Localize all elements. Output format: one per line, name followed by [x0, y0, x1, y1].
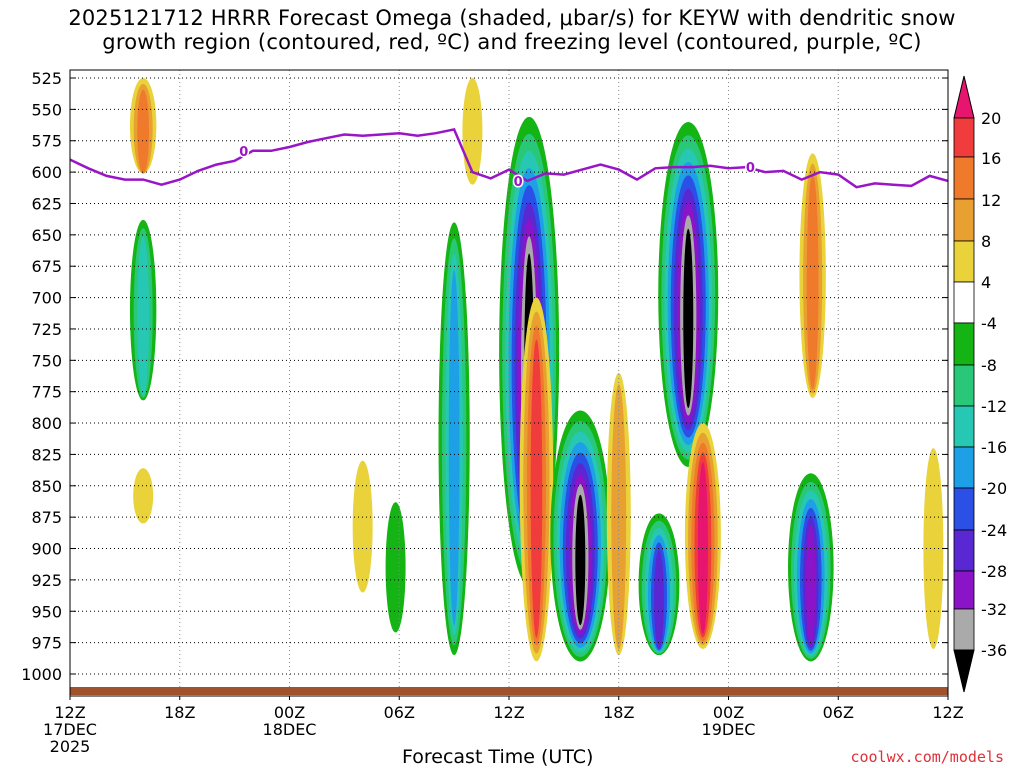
x-tick-label-5-0: 18Z	[603, 703, 634, 722]
colorbar-label-10: -24	[981, 521, 1007, 540]
y-tick-label-575: 575	[31, 132, 62, 151]
colorbar-label-8: -16	[981, 438, 1007, 457]
omega-cell-4-level-0	[385, 502, 406, 633]
y-tick-label-900: 900	[31, 540, 62, 559]
colorbar-band-7	[953, 405, 975, 448]
y-tick-label-750: 750	[31, 351, 62, 370]
x-tick-label-0-1: 17DEC	[43, 720, 97, 739]
x-tick-label-2-1: 18DEC	[263, 720, 317, 739]
omega-cell-16-level-0	[923, 448, 944, 649]
freezing-level-label-1: 0	[514, 175, 523, 190]
x-tick-label-3-0: 06Z	[384, 703, 415, 722]
y-tick-label-650: 650	[31, 226, 62, 245]
omega-cell-8-level-3	[530, 339, 543, 638]
omega-cell-13-level-4	[697, 462, 708, 634]
y-tick-label-525: 525	[31, 69, 62, 88]
freezing-level-line	[70, 127, 948, 189]
colorbar-band-10	[953, 529, 975, 572]
colorbar-label-0: 20	[981, 109, 1001, 128]
x-tick-label-0-0: 12Z	[54, 703, 85, 722]
y-tick-label-550: 550	[31, 100, 62, 119]
colorbar-band-9	[953, 487, 975, 531]
omega-shading	[129, 77, 944, 662]
y-tick-label-625: 625	[31, 194, 62, 213]
x-tick-label-7-0: 06Z	[823, 703, 854, 722]
chart-title: 2025121712 HRRR Forecast Omega (shaded, …	[0, 6, 1024, 54]
colorbar-band-0	[953, 117, 975, 158]
y-tick-label-725: 725	[31, 320, 62, 339]
colorbar-label-3: 8	[981, 232, 991, 251]
colorbar-band-11	[953, 570, 975, 610]
y-tick-label-1000: 1000	[21, 665, 62, 684]
title-line-2: growth region (contoured, red, ºC) and f…	[102, 30, 922, 54]
colorbar-label-6: -8	[981, 356, 997, 375]
colorbar-label-5: -4	[981, 314, 997, 333]
y-tick-label-875: 875	[31, 508, 62, 527]
colorbar-band-3	[953, 240, 975, 283]
x-tick-label-4-0: 12Z	[493, 703, 524, 722]
ground-surface-bar	[70, 687, 948, 695]
colorbar-label-1: 16	[981, 149, 1001, 168]
y-tick-label-925: 925	[31, 571, 62, 590]
omega-cell-5-level-0	[462, 78, 483, 185]
omega-cell-15-level-6	[806, 525, 816, 646]
y-tick-label-850: 850	[31, 477, 62, 496]
omega-cell-11-level-5	[654, 549, 664, 649]
y-tick-label-800: 800	[31, 414, 62, 433]
omega-cell-14-level-2	[806, 173, 819, 390]
colorbar-bottom-arrow	[953, 649, 975, 693]
x-tick-label-8-0: 12Z	[932, 703, 963, 722]
colorbar-band-8	[953, 446, 975, 489]
x-tick-label-1-0: 18Z	[164, 703, 195, 722]
omega-cell-2-level-0	[133, 468, 154, 524]
x-tick-label-2-0: 00Z	[274, 703, 305, 722]
freezing-level-label-2: 0	[746, 161, 755, 176]
y-tick-label-950: 950	[31, 602, 62, 621]
colorbar-label-11: -28	[981, 562, 1007, 581]
colorbar-band-5	[953, 322, 975, 366]
colorbar-label-13: -36	[981, 641, 1007, 660]
x-axis-title: Forecast Time (UTC)	[402, 746, 594, 768]
freezing-level-contour: 0 0 0	[70, 127, 948, 191]
omega-cell-12-level-8	[683, 228, 694, 409]
y-tick-label-700: 700	[31, 289, 62, 308]
colorbar-band-12	[953, 608, 975, 651]
x-tick-label-6-0: 00Z	[713, 703, 744, 722]
y-tick-label-825: 825	[31, 445, 62, 464]
colorbar-band-4	[953, 281, 975, 324]
y-tick-label-975: 975	[31, 634, 62, 653]
y-tick-label-600: 600	[31, 163, 62, 182]
colorbar-label-2: 12	[981, 191, 1001, 210]
freezing-level-label-0: 0	[239, 145, 248, 160]
colorbar-label-4: 4	[981, 273, 991, 292]
credit-link[interactable]: coolwx.com/models	[850, 748, 1004, 766]
x-tick-label-6-1: 19DEC	[702, 720, 756, 739]
colorbar-label-12: -32	[981, 600, 1007, 619]
colorbar-label-9: -20	[981, 479, 1007, 498]
colorbar-band-1	[953, 156, 975, 200]
y-axis: 525 550 575 600 625 650 675 700 725 750 775 800 825 8…	[21, 69, 948, 684]
colorbar: 20 16 12 8 4 -4 -8 -12 -16 -20 -24 -28 -32 -36	[953, 75, 1007, 693]
omega-cell-6-level-3	[448, 270, 460, 626]
colorbar-band-6	[953, 364, 975, 407]
y-tick-label-675: 675	[31, 257, 62, 276]
omega-cell-9-level-8	[575, 494, 586, 626]
title-line-1: 2025121712 HRRR Forecast Omega (shaded, …	[68, 6, 956, 30]
colorbar-top-arrow	[953, 75, 975, 119]
omega-cell-3-level-0	[352, 460, 373, 593]
omega-cell-0-level-2	[137, 89, 150, 174]
y-tick-label-775: 775	[31, 383, 62, 402]
gridlines	[70, 70, 948, 690]
x-tick-label-0-2: 2025	[50, 737, 91, 756]
omega-cell-1-level-2	[137, 236, 150, 396]
colorbar-band-2	[953, 198, 975, 242]
colorbar-label-7: -12	[981, 397, 1007, 416]
